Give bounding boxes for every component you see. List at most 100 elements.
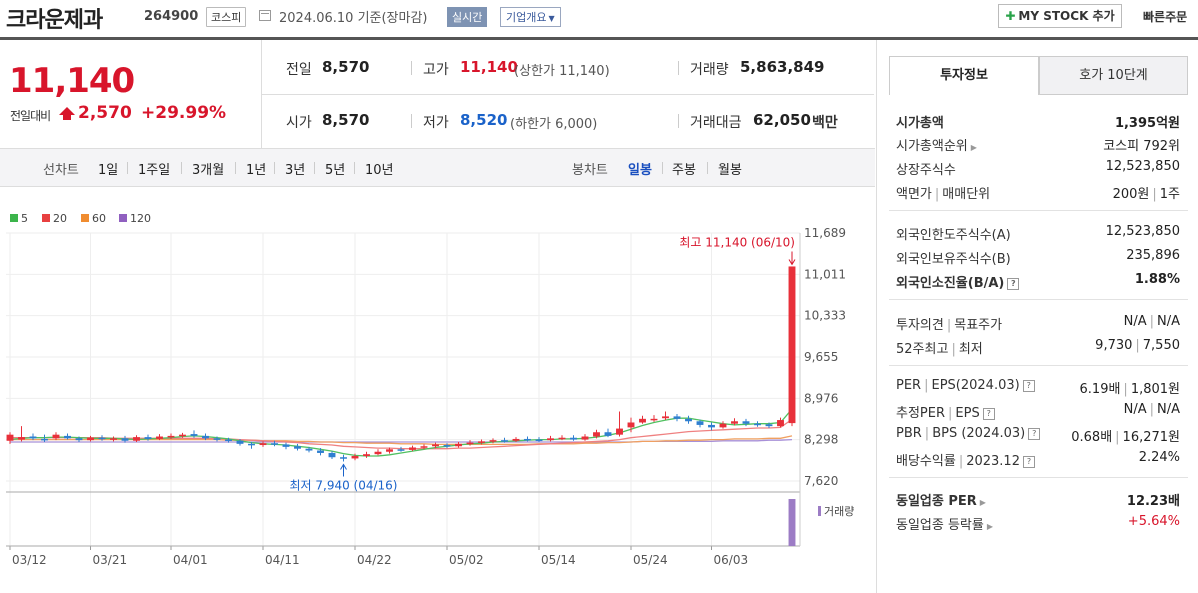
candle-body [466, 442, 474, 445]
vs-prev-label: 전일대비 [10, 109, 51, 123]
candle-body [593, 432, 600, 437]
high-arrow-head [788, 259, 796, 266]
legend-swatch [10, 214, 18, 222]
candlestick-chart[interactable]: 11,689 11,011 10,333 9,655 8,976 8,298 7,620 03… [0, 225, 875, 575]
candle-body [179, 434, 186, 437]
candle-body [696, 421, 704, 425]
legend-ma60: 60 [81, 212, 106, 225]
candle-monthly[interactable]: 월봉 [718, 163, 742, 178]
sector-per[interactable]: 동일업종 PER ▶ [896, 490, 986, 509]
opinion-target-label: 투자의견 | 목표주가 [896, 314, 1002, 333]
price-panel [0, 40, 262, 148]
separator: | [1149, 402, 1154, 417]
company-overview-button[interactable]: 기업개요 ▼ [500, 7, 561, 27]
quick-order-button[interactable]: 빠른주문 [1143, 10, 1188, 24]
high-value: 11,140 [460, 58, 518, 76]
current-price: 11,140 [9, 61, 135, 101]
legend-label: 20 [53, 212, 67, 225]
x-tick-label: 04/22 [357, 553, 392, 567]
period-3y[interactable]: 3년 [285, 163, 306, 178]
est-eps-value: N/A [1157, 402, 1180, 417]
basis-date: 2024.06.10 기준(장마감) [279, 11, 428, 26]
period-separator [127, 162, 128, 174]
up-arrow-icon-stem [63, 114, 71, 120]
period-5y[interactable]: 5년 [325, 163, 346, 178]
tab-orderbook[interactable]: 호가 10단계 [1039, 56, 1188, 95]
stat-separator [678, 61, 679, 75]
candle-body [167, 435, 175, 438]
est-per-label: 추정PER | EPS? [896, 402, 995, 421]
trade-unit-label: 매매단위 [942, 187, 991, 202]
period-3m[interactable]: 3개월 [192, 163, 225, 178]
chevron-down-icon: ▼ [548, 14, 555, 23]
candle-daily[interactable]: 일봉 [628, 163, 652, 178]
candle-body [133, 437, 140, 441]
sector-change-value: +5.64% [1127, 514, 1180, 529]
separator: | [1135, 338, 1140, 353]
realtime-button[interactable]: 실시간 [447, 7, 488, 27]
help-icon[interactable]: ? [982, 408, 995, 420]
target-value: N/A [1157, 314, 1180, 329]
dividend-label: 배당수익률 | 2023.12? [896, 450, 1035, 469]
candle-body [512, 438, 520, 441]
legend-swatch [119, 214, 127, 222]
per-eps-value: 6.19배 | 1,801원 [1080, 378, 1180, 397]
opinion-value: N/A [1123, 314, 1147, 329]
bps-value: 16,271원 [1122, 430, 1180, 445]
sector-change-label: 동일업종 등락률 [896, 518, 984, 533]
market-cap-value: 1,395억원 [1114, 116, 1180, 131]
candle-body [685, 418, 692, 422]
candle-body [547, 438, 554, 441]
help-icon[interactable]: ? [1028, 428, 1041, 440]
upper-limit: (상한가 11,140) [514, 64, 610, 79]
foreign-limit-label: 외국인한도주식수(A) [896, 228, 1011, 243]
x-tick-label: 06/03 [714, 553, 749, 567]
period-1w[interactable]: 1주일 [138, 163, 171, 178]
separator: | [951, 342, 956, 357]
tab-invest-info[interactable]: 투자정보 [889, 56, 1039, 95]
pbr-bps-value: 0.68배 | 16,271원 [1071, 426, 1180, 445]
candle-body [777, 420, 784, 427]
candle-body [41, 438, 48, 441]
help-icon[interactable]: ? [1007, 278, 1020, 290]
legend-label: 60 [92, 212, 106, 225]
volume-label: 거래량 [690, 62, 729, 78]
volume-value: 5,863,849 [740, 58, 825, 76]
foreign-ratio-value: 1.88% [1134, 272, 1180, 287]
amount-value: 62,050 [753, 111, 811, 129]
est-per-value-text: N/A [1123, 402, 1147, 417]
sector-change[interactable]: 동일업종 등락률 ▶ [896, 514, 993, 533]
separator: | [924, 426, 930, 441]
period-1y[interactable]: 1년 [246, 163, 267, 178]
help-icon[interactable]: ? [1022, 456, 1035, 468]
candle-body [662, 416, 669, 419]
y-tick-label: 8,976 [804, 391, 838, 405]
x-tick-label: 03/21 [93, 553, 128, 567]
low-value: 8,520 [460, 111, 508, 129]
add-mystock-button[interactable]: ✚ MY STOCK 추가 [998, 4, 1122, 28]
candle-weekly[interactable]: 주봉 [672, 163, 696, 178]
candle-body [765, 424, 773, 427]
candle-body [524, 438, 531, 441]
separator: | [1123, 382, 1128, 397]
sector-per-label: 동일업종 PER [896, 494, 977, 509]
candle-body [340, 457, 347, 459]
add-mystock-label: MY STOCK 추가 [1018, 9, 1115, 23]
dividend-value: 2.24% [1138, 450, 1180, 465]
candle-body [225, 439, 232, 442]
candle-body [294, 446, 301, 449]
candle-body [397, 449, 405, 451]
candle-body [673, 416, 681, 419]
pbr-bps-label: PBR | BPS (2024.03)? [896, 426, 1041, 441]
bps-label: BPS (2024.03) [932, 426, 1026, 441]
volume-legend-label: 거래량 [824, 505, 855, 518]
candle-body [478, 441, 485, 443]
company-overview-label: 기업개요 [506, 11, 547, 24]
period-10y[interactable]: 10년 [365, 163, 394, 178]
separator: | [1152, 187, 1157, 202]
period-1d[interactable]: 1일 [98, 163, 119, 178]
market-cap-rank[interactable]: 시가총액순위 ▶ [896, 135, 977, 154]
help-icon[interactable]: ? [1022, 380, 1035, 392]
market-badge: 코스피 [206, 7, 247, 27]
candle-body [351, 456, 359, 459]
